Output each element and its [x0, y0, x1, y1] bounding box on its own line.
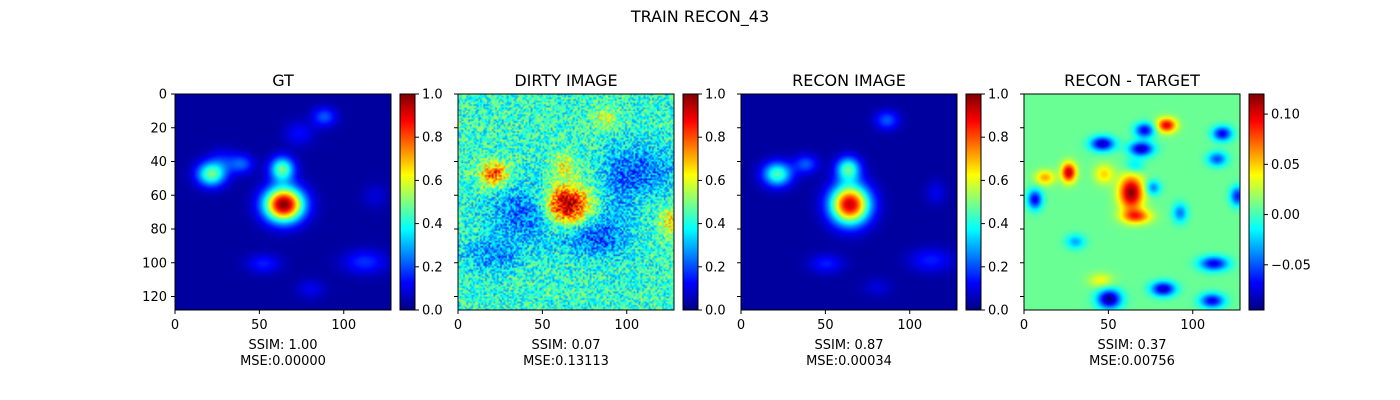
y-tick-label: 40: [150, 155, 167, 170]
colorbar: [682, 93, 699, 311]
colorbar-tick-label: 1.0: [988, 88, 1009, 103]
colorbar-tick-label: 0.6: [705, 174, 726, 189]
plot-frame: [740, 93, 958, 311]
x-tick-label: 0: [737, 318, 745, 333]
mse-label: MSE:0.00756: [1089, 354, 1175, 369]
colorbar-tick-label: 0.8: [705, 131, 726, 146]
x-tick-label: 100: [897, 318, 922, 333]
heatmap-image: [1024, 94, 1240, 310]
x-tick-label: 100: [614, 318, 639, 333]
heatmap-image: [741, 94, 957, 310]
x-tick-label: 0: [454, 318, 462, 333]
panel-1: GT 0 50 100 0 20 40 60 80 100 120 SSIM: 1.00MSE:0.0…: [142, 71, 443, 369]
colorbar-tick-label: 0.6: [988, 174, 1009, 189]
colorbar-tick-label: 0.4: [988, 217, 1009, 232]
colorbar-tick-label: 0.0: [988, 304, 1009, 319]
y-tick-label: 120: [142, 290, 167, 305]
panel-title: RECON - TARGET: [1064, 71, 1200, 90]
colorbar-tick-label: 0.8: [422, 131, 443, 146]
mse-label: MSE:0.13113: [523, 354, 609, 369]
y-tick-label: 80: [150, 223, 167, 238]
colorbar-tick-label: 0.2: [422, 260, 443, 275]
x-tick-label: 50: [534, 318, 551, 333]
colorbar-tick-label: 1.0: [705, 88, 726, 103]
x-tick-label: 50: [817, 318, 834, 333]
colorbar-tick-label: 0.4: [705, 217, 726, 232]
colorbar-tick-label: 0.2: [705, 260, 726, 275]
colorbar-tick-label: 0.2: [988, 260, 1009, 275]
colorbar-tick-label: 0.05: [1271, 158, 1300, 173]
x-tick-label: 0: [1020, 318, 1028, 333]
colorbar: [1248, 93, 1265, 311]
x-tick-label: 0: [171, 318, 179, 333]
plot-frame: [457, 93, 675, 311]
y-tick-label: 100: [142, 256, 167, 271]
ssim-label: SSIM: 0.07: [531, 338, 600, 353]
colorbar-tick-label: 0.8: [988, 131, 1009, 146]
ssim-label: SSIM: 0.87: [814, 338, 883, 353]
ssim-label: SSIM: 1.00: [248, 338, 317, 353]
colorbar-tick-label: 0.0: [422, 304, 443, 319]
y-tick-label: 20: [150, 121, 167, 136]
panel-title: RECON IMAGE: [792, 71, 906, 90]
y-tick-label: 60: [150, 189, 167, 204]
colorbar-tick-label: 0.00: [1271, 208, 1300, 223]
heatmap-image: [175, 94, 391, 310]
mse-label: MSE:0.00034: [806, 354, 892, 369]
panel-title: GT: [272, 71, 294, 90]
plot-frame: [174, 93, 392, 311]
colorbar: [399, 93, 416, 311]
colorbar: [965, 93, 982, 311]
colorbar-tick-label: 0.0: [705, 304, 726, 319]
x-tick-label: 100: [1180, 318, 1205, 333]
colorbar-tick-label: −0.05: [1271, 258, 1311, 273]
panel-4: RECON - TARGET 0 50 100 SSIM: 0.37MSE:0.0075…: [1020, 71, 1311, 369]
heatmap-image: [458, 94, 674, 310]
colorbar-tick-label: 0.6: [422, 174, 443, 189]
colorbar-tick-label: 0.10: [1271, 108, 1300, 123]
x-tick-label: 50: [1100, 318, 1117, 333]
x-tick-label: 50: [251, 318, 268, 333]
ssim-label: SSIM: 0.37: [1097, 338, 1166, 353]
y-tick-label: 0: [159, 88, 167, 103]
colorbar-tick-label: 0.4: [422, 217, 443, 232]
mse-label: MSE:0.00000: [240, 354, 326, 369]
panel-title: DIRTY IMAGE: [514, 71, 617, 90]
x-tick-label: 100: [331, 318, 356, 333]
figure-title: TRAIN RECON_43: [630, 7, 769, 27]
plot-frame: [1023, 93, 1241, 311]
colorbar-tick-label: 1.0: [422, 88, 443, 103]
